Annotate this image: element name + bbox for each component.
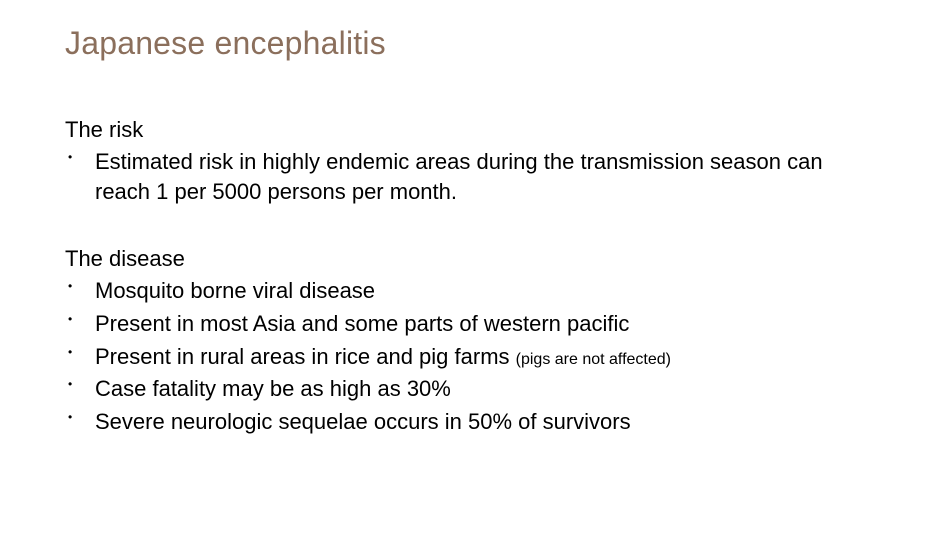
bullet-text: Present in most Asia and some parts of w… [95,311,629,336]
bullet-text: Case fatality may be as high as 30% [95,376,451,401]
risk-bullet-list: Estimated risk in highly endemic areas d… [65,147,878,206]
list-item: Present in rural areas in rice and pig f… [65,342,878,372]
bullet-paren: (pigs are not affected) [516,351,671,368]
slide-title: Japanese encephalitis [65,25,878,62]
bullet-text: Mosquito borne viral disease [95,278,375,303]
bullet-text: Estimated risk in highly endemic areas d… [95,149,823,204]
bullet-text: Present in rural areas in rice and pig f… [95,344,516,369]
list-item: Mosquito borne viral disease [65,276,878,306]
list-item: Severe neurologic sequelae occurs in 50%… [65,407,878,437]
section-heading-disease: The disease [65,246,878,272]
section-heading-risk: The risk [65,117,878,143]
list-item: Case fatality may be as high as 30% [65,374,878,404]
list-item: Present in most Asia and some parts of w… [65,309,878,339]
bullet-text: Severe neurologic sequelae occurs in 50%… [95,409,631,434]
slide: Japanese encephalitis The risk Estimated… [0,0,943,540]
list-item: Estimated risk in highly endemic areas d… [65,147,878,206]
disease-bullet-list: Mosquito borne viral disease Present in … [65,276,878,436]
